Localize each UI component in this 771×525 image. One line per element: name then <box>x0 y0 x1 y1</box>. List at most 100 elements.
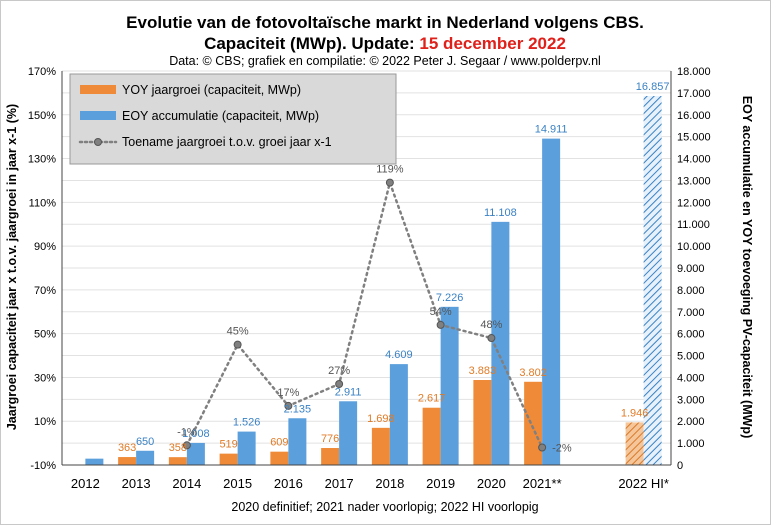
title-date: 15 december 2022 <box>419 34 566 53</box>
data-label-eoy: 11.108 <box>484 207 517 219</box>
x-tick-label: 2018 <box>375 476 404 491</box>
right-tick-label: 13.000 <box>677 175 711 187</box>
chart-title-line1: Evolutie van de fotovoltaïsche markt in … <box>126 13 644 32</box>
left-tick-label: 170% <box>28 66 56 78</box>
right-tick-label: 3.000 <box>677 394 705 406</box>
bar-yoy <box>168 457 187 465</box>
right-tick-label: 8.000 <box>677 285 705 297</box>
right-tick-label: 12.000 <box>677 197 711 209</box>
bars <box>85 96 662 466</box>
bar-yoy <box>625 422 644 465</box>
x-tick-label: 2015 <box>223 476 252 491</box>
legend-swatch-marker <box>94 138 102 146</box>
data-label-yoy: 2.617 <box>418 393 446 405</box>
data-label-growth: 17% <box>277 387 299 399</box>
right-tick-label: 11.000 <box>677 219 710 231</box>
left-tick-label: 10% <box>34 416 56 428</box>
x-tick-label: 2013 <box>122 476 151 491</box>
x-tick-label: 2017 <box>325 476 354 491</box>
data-label-eoy: 14.911 <box>535 124 568 136</box>
left-tick-label: 110% <box>29 197 57 209</box>
bar-yoy <box>270 451 289 465</box>
bar-yoy <box>118 457 137 465</box>
data-label-growth: -1% <box>177 426 197 438</box>
bar-eoy <box>542 138 561 465</box>
left-tick-label: 50% <box>34 329 56 341</box>
bar-yoy <box>321 448 340 465</box>
x-tick-label: 2019 <box>426 476 455 491</box>
data-label-eoy: 7.226 <box>436 292 464 304</box>
bar-yoy <box>473 380 492 465</box>
right-tick-label: 10.000 <box>677 241 711 253</box>
left-tick-label: 70% <box>34 285 56 297</box>
growth-marker <box>284 401 293 410</box>
growth-marker <box>233 340 242 349</box>
x-tick-label: 2020 <box>477 476 506 491</box>
right-tick-label: 5.000 <box>677 351 705 363</box>
right-tick-label: 16.000 <box>677 110 711 122</box>
title-prefix: Capaciteit (MWp). Update: <box>204 34 419 53</box>
data-label-yoy: 363 <box>118 442 136 454</box>
legend-label-growth: Toename jaargroei t.o.v. groei jaar x-1 <box>122 135 332 149</box>
footnote: 2020 definitief; 2021 nader voorlopig; 2… <box>231 500 538 514</box>
data-label-eoy: 1.008 <box>182 428 210 440</box>
bar-eoy <box>136 450 155 465</box>
left-axis-label: Jaargroei capaciteit jaar x t.o.v. jaarg… <box>5 104 19 430</box>
growth-marker <box>436 320 445 329</box>
data-label-growth: 48% <box>480 319 502 331</box>
x-tick-label: 2022 HI* <box>618 476 669 491</box>
left-tick-label: 130% <box>28 154 56 166</box>
data-label-eoy: 16.857 <box>636 81 670 93</box>
bar-yoy <box>219 453 238 465</box>
bar-eoy <box>389 364 408 465</box>
bar-yoy <box>524 381 543 465</box>
right-tick-label: 14.000 <box>677 154 711 166</box>
data-label-eoy: 2.135 <box>284 403 312 415</box>
chart-subtitle: Data: © CBS; grafiek en compilatie: © 20… <box>169 54 601 68</box>
data-label-yoy: 3.883 <box>469 365 497 377</box>
data-label-growth: 45% <box>227 326 249 338</box>
right-tick-label: 1.000 <box>677 438 705 450</box>
x-tick-label: 2021** <box>523 476 562 491</box>
bar-yoy <box>371 427 390 465</box>
right-tick-label: 6.000 <box>677 329 705 341</box>
chart-title-line2: Capaciteit (MWp). Update: 15 december 20… <box>204 34 566 53</box>
data-label-eoy: 2.911 <box>335 386 362 398</box>
right-tick-label: 18.000 <box>677 66 711 78</box>
data-label-eoy: 650 <box>136 436 154 448</box>
legend-label-eoy: EOY accumulatie (capaciteit, MWp) <box>122 109 319 123</box>
data-label-yoy: 1.946 <box>621 407 649 419</box>
legend-swatch-yoy <box>80 85 116 94</box>
x-tick-label: 2016 <box>274 476 303 491</box>
right-tick-label: 9.000 <box>677 263 705 275</box>
x-tick-label: 2014 <box>172 476 201 491</box>
bar-eoy <box>643 96 662 466</box>
legend-swatch-eoy <box>80 111 116 120</box>
bar-eoy <box>491 221 510 465</box>
legend-label-yoy: YOY jaargroei (capaciteit, MWp) <box>122 83 301 97</box>
left-tick-label: 90% <box>34 241 56 253</box>
growth-marker <box>385 178 394 187</box>
right-tick-label: 4.000 <box>677 372 705 384</box>
axes: 0 1.000 2.000 3.000 4.000 5.000 6.000 7.000 8.00… <box>28 66 711 491</box>
bar-eoy <box>85 458 104 465</box>
growth-marker <box>538 443 547 452</box>
left-tick-label: 150% <box>28 110 56 122</box>
legend: YOY jaargroei (capaciteit, MWp) EOY accu… <box>69 73 397 165</box>
data-label-growth: 27% <box>328 365 350 377</box>
bar-eoy <box>237 431 256 465</box>
legend-box <box>69 73 397 165</box>
growth-marker <box>182 441 191 450</box>
right-tick-label: 2.000 <box>677 416 705 428</box>
data-label-eoy: 4.609 <box>385 349 413 361</box>
right-tick-label: 17.000 <box>677 88 711 100</box>
growth-polyline <box>185 178 544 449</box>
left-tick-label: 30% <box>34 372 56 384</box>
data-label-yoy: 1.698 <box>367 413 395 425</box>
growth-marker <box>487 334 496 343</box>
data-label-growth: 54% <box>430 306 452 318</box>
growth-marker <box>335 380 344 389</box>
right-tick-label: 15.000 <box>677 132 711 144</box>
data-label-yoy: 776 <box>321 433 339 445</box>
bar-eoy <box>440 306 459 465</box>
